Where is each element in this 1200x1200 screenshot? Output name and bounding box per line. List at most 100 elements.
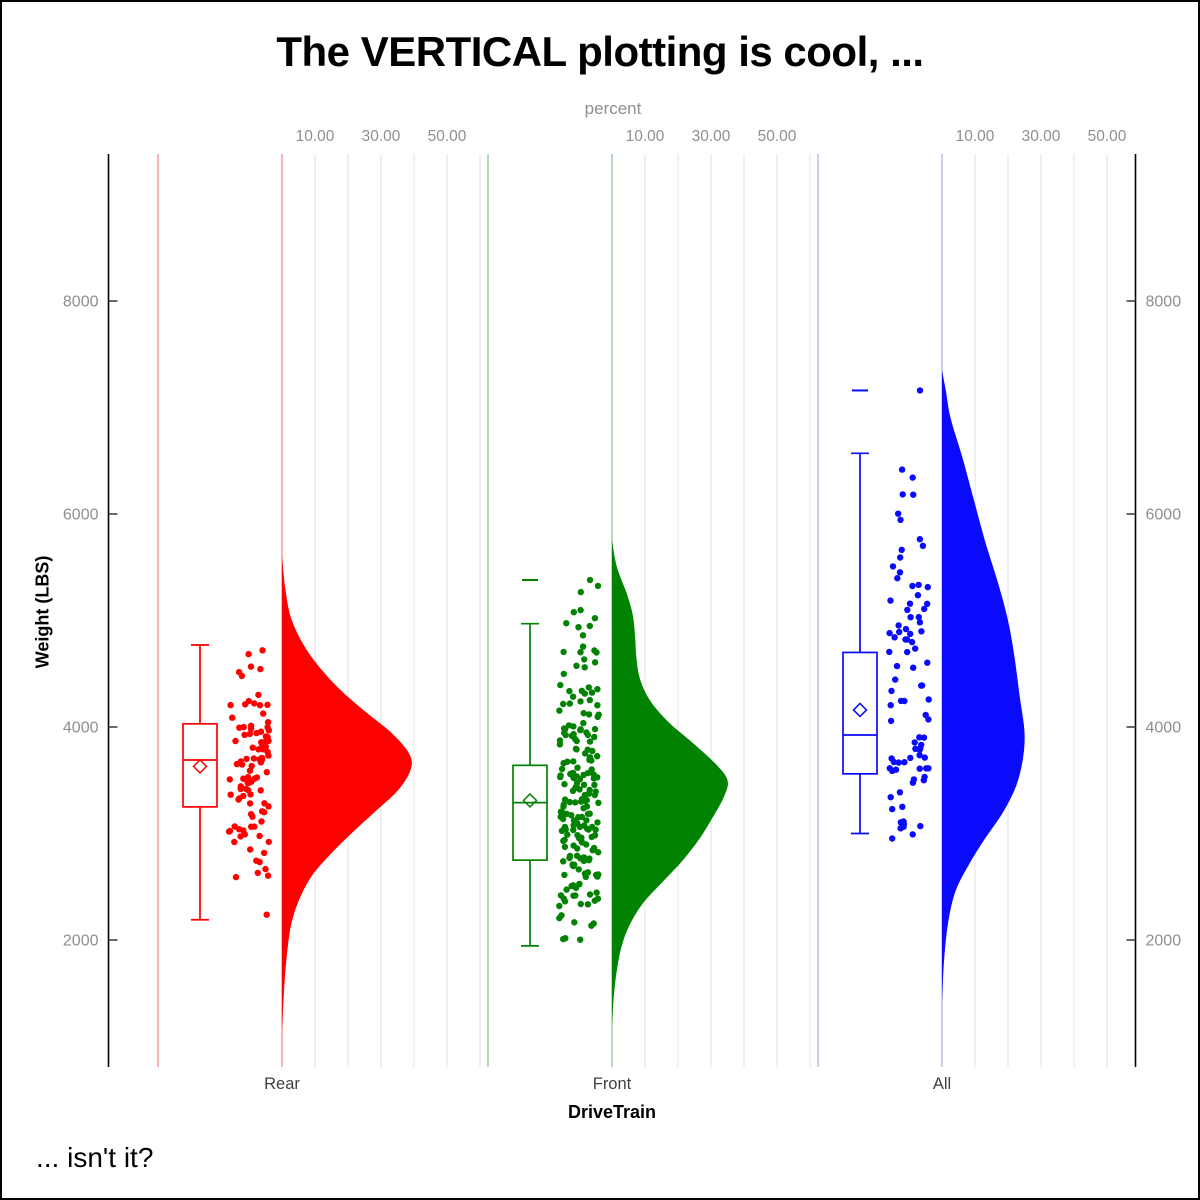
jitter-point — [261, 800, 268, 807]
jitter-point — [563, 886, 570, 893]
jitter-point-outlier — [586, 576, 594, 584]
jitter-point — [226, 827, 234, 835]
jitter-point — [565, 722, 573, 729]
jitter-point — [573, 737, 580, 745]
jitter-point — [248, 823, 255, 830]
jitter-point — [906, 600, 914, 607]
jitter-point — [569, 693, 577, 700]
jitter-point — [557, 773, 564, 781]
y-tick-label-right: 8000 — [1146, 294, 1182, 311]
jitter-point — [264, 701, 271, 708]
jitter-point — [916, 619, 924, 626]
jitter-point — [585, 790, 593, 797]
jitter-point — [914, 592, 922, 599]
jitter-point — [887, 717, 895, 725]
jitter-point — [573, 779, 581, 787]
percent-tick-label: 30.00 — [692, 128, 731, 145]
jitter-point — [574, 764, 581, 771]
jitter-point — [897, 554, 904, 561]
jitter-point — [895, 510, 902, 517]
category-label-front: Front — [593, 1075, 632, 1093]
footnote: ... isn't it? — [36, 1142, 154, 1173]
jitter-point — [560, 670, 567, 678]
jitter-point — [903, 636, 911, 643]
jitter-point — [562, 731, 569, 739]
jitter-point — [586, 891, 594, 898]
jitter-point — [591, 725, 599, 733]
jitter-point — [594, 774, 601, 781]
jitter-point — [594, 702, 601, 709]
jitter-point — [241, 731, 248, 738]
jitter-point — [246, 800, 254, 807]
jitter-point — [567, 770, 574, 778]
jitter-point — [591, 615, 599, 622]
jitter-point — [915, 581, 922, 589]
y-tick-label-left: 8000 — [63, 294, 99, 311]
jitter-point — [254, 869, 261, 877]
jitter-point — [887, 597, 894, 604]
jitter-point — [921, 605, 928, 613]
jitter-point — [227, 701, 234, 709]
jitter-point — [265, 838, 272, 846]
jitter-point — [898, 546, 905, 553]
boxplot-all-mean-diamond — [852, 702, 868, 718]
jitter-point — [895, 622, 902, 629]
jitter-point — [227, 791, 234, 798]
jitter-point — [240, 775, 247, 782]
jitter-point — [907, 754, 914, 762]
jitter-point — [586, 622, 593, 630]
jitter-point — [573, 662, 580, 669]
jitter-point — [591, 647, 598, 654]
jitter-point — [249, 744, 256, 751]
jitter-point — [924, 583, 931, 591]
jitter-point — [894, 575, 901, 582]
jitter-point — [896, 789, 904, 796]
jitter-point — [264, 872, 272, 879]
jitter-point — [924, 600, 931, 607]
jitter-point — [925, 765, 932, 772]
jitter-point — [577, 936, 584, 943]
jitter-point — [889, 835, 896, 842]
boxplot-rear-mean-diamond — [192, 758, 208, 774]
jitter-point — [886, 648, 893, 656]
percent-tick-label: 50.00 — [428, 128, 467, 145]
jitter-point — [259, 647, 266, 654]
jitter-point — [916, 536, 924, 543]
jitter-point — [915, 613, 922, 621]
jitter-point — [907, 630, 914, 638]
boxplot-all-box — [842, 651, 878, 775]
jitter-point — [564, 831, 571, 838]
jitter-point — [904, 606, 911, 614]
jitter-point — [558, 765, 566, 773]
jitter-point — [250, 755, 258, 762]
jitter-point — [264, 724, 271, 731]
jitter-point — [256, 702, 264, 709]
jitter-point — [901, 759, 908, 766]
jitter-point — [576, 786, 583, 793]
jitter-point — [594, 686, 601, 693]
jitter-point — [573, 773, 580, 780]
jitter-point — [257, 665, 264, 673]
jitter-point — [916, 765, 923, 772]
jitter-point — [590, 920, 597, 927]
jitter-point — [579, 632, 587, 639]
y-tick-label-left: 6000 — [63, 507, 99, 524]
jitter-point — [594, 582, 602, 590]
jitter-point — [246, 730, 254, 738]
jitter-point — [578, 834, 585, 841]
jitter-point — [557, 813, 564, 820]
jitter-point — [910, 491, 917, 498]
percent-tick-label: 50.00 — [1088, 128, 1127, 145]
jitter-point — [556, 707, 563, 714]
jitter-point — [251, 700, 258, 707]
jitter-point — [560, 803, 567, 810]
jitter-point — [263, 911, 270, 918]
percent-tick-label: 30.00 — [362, 128, 401, 145]
jitter-point — [257, 759, 265, 766]
jitter-point — [583, 729, 590, 736]
jitter-point — [247, 791, 254, 798]
jitter-point — [574, 845, 581, 852]
jitter-point — [566, 798, 573, 806]
jitter-point — [586, 810, 593, 817]
